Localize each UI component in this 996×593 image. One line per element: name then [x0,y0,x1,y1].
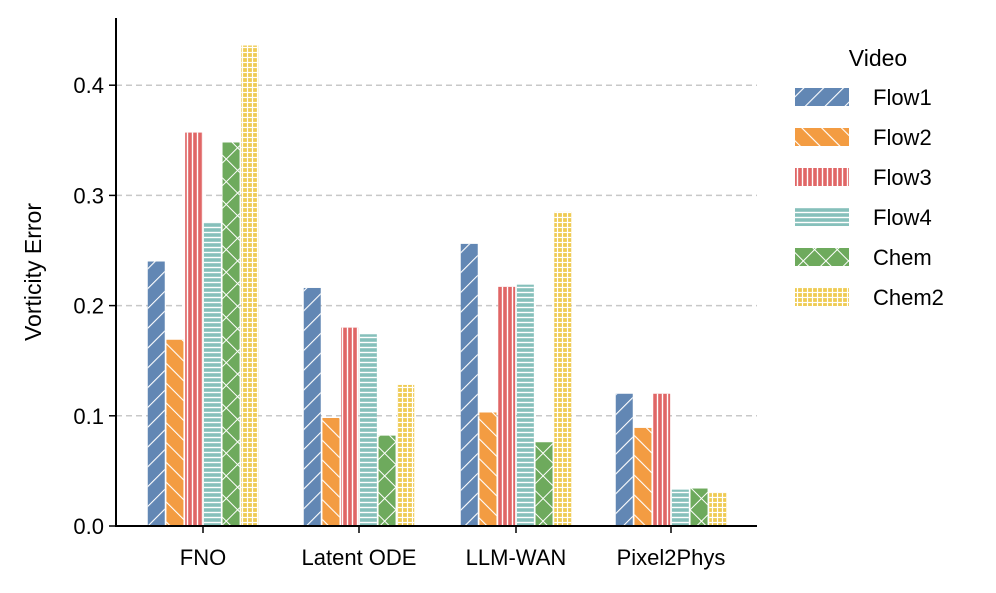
bar-flow1-pixel2phys [615,393,633,526]
bar-flow2-fno [166,339,184,526]
bar-chem-llm-wan-hatch [535,442,553,526]
bar-chem-latent-ode [378,435,396,526]
bar-flow1-llm-wan-hatch [460,243,478,526]
bar-flow4-pixel2phys [671,489,689,526]
bar-chem2-latent-ode [397,384,415,526]
x-tick-label: Latent ODE [302,545,417,570]
bar-flow3-fno [185,132,203,526]
bar-flow1-fno [147,261,165,526]
legend-label-chem2: Chem2 [873,285,944,310]
bar-flow4-fno-hatch [203,222,221,526]
y-tick-label: 0.3 [73,183,104,208]
bar-flow3-fno-hatch [185,132,203,526]
legend-item-flow4: Flow4 [795,205,932,230]
bar-flow1-fno-hatch [147,261,165,526]
gridlines [116,84,757,417]
y-tick-label: 0.1 [73,404,104,429]
bar-flow1-latent-ode-hatch [303,287,321,526]
legend-title: Video [849,45,907,71]
x-tick-label: FNO [180,545,226,570]
x-tick-label: LLM-WAN [466,545,567,570]
bar-chem2-fno [241,45,259,526]
bar-flow2-latent-ode-hatch [322,418,340,526]
bar-chem-fno-hatch [222,142,240,526]
legend-label-flow3: Flow3 [873,165,932,190]
y-axis-label: Vorticity Error [20,203,46,341]
legend-swatch-hatch-flow3 [795,168,849,186]
x-tick-label: Pixel2Phys [617,545,726,570]
bar-flow3-llm-wan-hatch [498,286,516,526]
legend-label-flow2: Flow2 [873,125,932,150]
legend-swatch-hatch-chem [795,248,849,266]
bar-chem2-latent-ode-hatch [397,384,415,526]
bar-series-group [147,45,727,526]
bar-flow3-pixel2phys [653,393,671,526]
bar-chem2-fno-hatch [241,45,259,526]
bar-flow4-latent-ode [359,334,377,526]
bar-flow3-latent-ode [341,327,359,526]
legend-item-flow1: Flow1 [795,85,932,110]
legend-swatch-hatch-flow2 [795,128,849,146]
legend-item-chem: Chem [795,245,932,270]
x-ticks: FNO Latent ODE LLM-WAN Pixel2Phys [180,526,726,570]
bar-flow3-latent-ode-hatch [341,327,359,526]
bar-chem-llm-wan [535,442,553,526]
bar-chem-fno [222,142,240,526]
y-tick-label: 0.4 [73,73,104,98]
legend-label-flow1: Flow1 [873,85,932,110]
bar-flow2-llm-wan-hatch [479,412,497,526]
bar-flow2-llm-wan [479,412,497,526]
y-tick-label: 0.0 [73,514,104,539]
legend-swatch-hatch-flow1 [795,88,849,106]
legend-item-chem2: Chem2 [795,285,944,310]
bar-flow1-latent-ode [303,287,321,526]
bar-flow2-latent-ode [322,418,340,526]
legend-swatch-hatch-chem2 [795,288,849,306]
bar-flow2-fno-hatch [166,339,184,526]
bar-flow1-pixel2phys-hatch [615,393,633,526]
bar-flow3-llm-wan [498,286,516,526]
legend-swatch-hatch-flow4 [795,208,849,226]
bar-flow1-llm-wan [460,243,478,526]
bar-flow4-fno [203,222,221,526]
bar-chem-pixel2phys-hatch [690,488,708,526]
legend-item-flow2: Flow2 [795,125,932,150]
bar-flow2-pixel2phys-hatch [634,427,652,526]
bar-flow4-llm-wan-hatch [516,284,534,526]
y-ticks: 0.0 0.1 0.2 0.3 0.4 [73,73,116,539]
bar-chem-pixel2phys [690,488,708,526]
bar-chem-latent-ode-hatch [378,435,396,526]
bar-chem2-llm-wan [554,211,572,526]
legend: Video Flow1 Flow2 Flow3 Flow4 Chem Chem2 [795,45,944,310]
legend-label-flow4: Flow4 [873,205,932,230]
bar-flow4-latent-ode-hatch [359,334,377,526]
bar-flow4-llm-wan [516,284,534,526]
bar-flow2-pixel2phys [634,427,652,526]
legend-label-chem: Chem [873,245,932,270]
bar-flow4-pixel2phys-hatch [671,489,689,526]
legend-item-flow3: Flow3 [795,165,932,190]
bar-chem2-pixel2phys [709,492,727,526]
bar-chem2-pixel2phys-hatch [709,492,727,526]
y-tick-label: 0.2 [73,294,104,319]
bar-chem2-llm-wan-hatch [554,211,572,526]
bar-flow3-pixel2phys-hatch [653,393,671,526]
